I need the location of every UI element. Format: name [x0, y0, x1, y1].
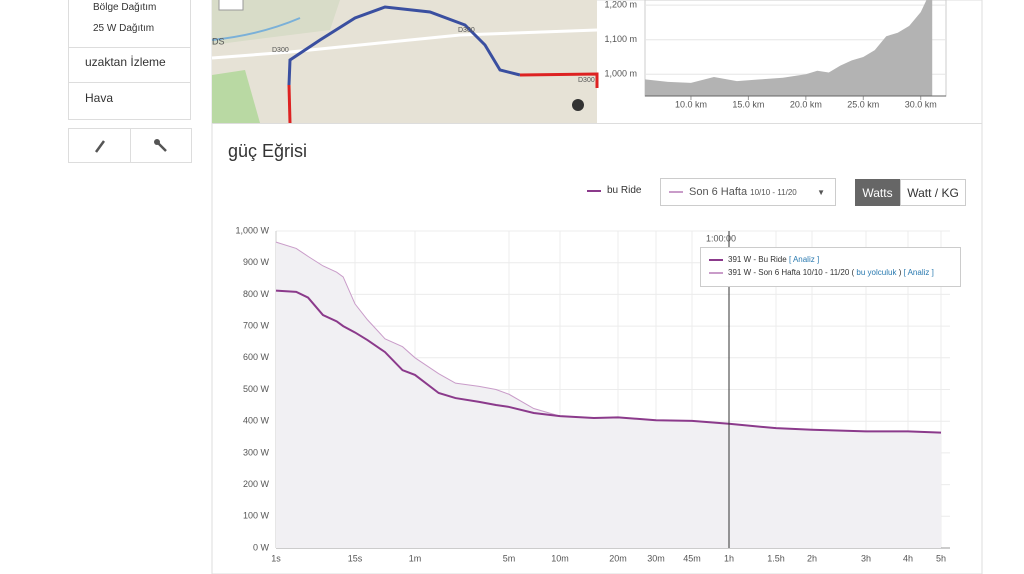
zoom-button[interactable]: [218, 0, 244, 11]
y-tick-label: 300 W: [243, 447, 270, 457]
park: [212, 70, 260, 123]
legend-item[interactable]: bu Ride: [587, 185, 641, 196]
x-tick-label: 30.0 km: [905, 99, 937, 109]
watt-kg-button[interactable]: Watt / KG: [900, 179, 966, 206]
route-end: [519, 72, 599, 88]
menu-item[interactable]: Bölge Dağıtım: [93, 2, 157, 13]
section-title: güç Eğrisi: [228, 141, 308, 161]
menu-item[interactable]: uzaktan İzleme: [69, 48, 190, 83]
tooltip-row: 391 W - Son 6 Hafta 10/10 - 11/20 ( bu y…: [709, 266, 952, 279]
link[interactable]: [ Analiz ]: [903, 268, 934, 277]
map-label: D300: [458, 27, 475, 34]
map-label: D300: [272, 47, 289, 54]
route-start: [287, 84, 292, 124]
paren: (: [851, 268, 855, 277]
x-tick-label: 1s: [271, 553, 281, 563]
x-tick-label: 1m: [409, 553, 422, 563]
y-tick-label: 1,000 m: [604, 69, 637, 79]
y-tick-label: 500 W: [243, 384, 270, 394]
x-tick-label: 20m: [609, 553, 627, 563]
legend-swatch: [669, 191, 683, 193]
legend-swatch: [587, 189, 601, 192]
x-tick-label: 5m: [503, 553, 516, 563]
info-icon[interactable]: [572, 99, 584, 111]
tooltip-value: 391 W - Son 6 Hafta: [728, 268, 801, 277]
range-dropdown[interactable]: Son 6 Hafta 10/10 - 11/20 ▼: [660, 178, 836, 206]
crosshair-label: 1:00:00: [706, 233, 736, 243]
x-tick-label: 1h: [724, 553, 734, 563]
y-tick-label: 100 W: [243, 511, 270, 521]
tooltip-row: 391 W - Bu Ride [ Analiz ]: [709, 253, 952, 266]
map-area: [212, 0, 340, 45]
river: [211, 17, 301, 41]
power-chart: 0 W 100 W 200 W 300 W 400 W 500 W 600 W 700 W 80…: [235, 225, 950, 563]
series-line: [275, 289, 942, 434]
y-tick-label: 900 W: [243, 257, 270, 267]
x-tick-label: 10m: [551, 553, 569, 563]
dropdown-range: 10/10 - 11/20: [750, 187, 797, 197]
y-tick-label: 600 W: [243, 352, 270, 362]
watts-button[interactable]: Watts: [855, 179, 900, 206]
tooltip-value: 391 W - Bu Ride: [728, 255, 787, 264]
link[interactable]: bu yolculuk: [856, 268, 897, 277]
x-tick-label: 4h: [903, 553, 913, 563]
tooltip: 391 W - Bu Ride [ Analiz ] 391 W - Son 6…: [700, 247, 961, 287]
tools: [68, 128, 192, 163]
menu-item[interactable]: Hava: [85, 91, 114, 105]
sub-menu: Bölge Dağıtım 25 W Dağıtım: [69, 0, 190, 48]
elevation-chart: 1,000 m 1,100 m 1,200 m 10.0 km 15.0 km 20.0 …: [604, 0, 947, 109]
x-tick-label: 3h: [861, 553, 871, 563]
wrench-icon: [154, 138, 167, 152]
legend-swatch: [709, 258, 723, 261]
settings-button[interactable]: [131, 129, 191, 162]
edit-button[interactable]: [69, 129, 131, 162]
map[interactable]: DS D300 D300 D300: [211, 0, 599, 124]
x-tick-label: 1.5h: [767, 553, 785, 563]
y-tick-label: 1,100 m: [604, 34, 637, 44]
elevation-area: [645, 0, 933, 96]
map-label: DS: [212, 36, 225, 46]
sidebar: Bölge Dağıtım 25 W Dağıtım uzaktan İzlem…: [68, 0, 191, 120]
dropdown-label: Son 6 Hafta: [689, 186, 748, 198]
x-tick-label: 30m: [647, 553, 665, 563]
map-label: D300: [578, 77, 595, 84]
road: [211, 28, 598, 60]
tooltip-range: 10/10 - 11/20: [802, 268, 850, 277]
y-tick-label: 1,200 m: [604, 0, 637, 10]
series-area: [276, 242, 941, 548]
x-tick-label: 2h: [807, 553, 817, 563]
menu-item[interactable]: 25 W Dağıtım: [93, 23, 155, 34]
paren: ): [898, 268, 902, 277]
y-tick-label: 400 W: [243, 416, 270, 426]
x-tick-label: 20.0 km: [790, 99, 822, 109]
legend-label: bu Ride: [607, 185, 642, 196]
link[interactable]: [ Analiz ]: [788, 255, 820, 264]
legend-swatch: [709, 271, 723, 274]
caret: ▼: [817, 187, 825, 197]
x-tick-label: 45m: [683, 553, 701, 563]
y-tick-label: 700 W: [243, 320, 270, 330]
x-tick-label: 10.0 km: [675, 99, 707, 109]
x-tick-label: 25.0 km: [847, 99, 879, 109]
route: [287, 5, 521, 86]
y-tick-label: 800 W: [243, 289, 270, 299]
x-tick-label: 15.0 km: [732, 99, 764, 109]
pencil-icon: [94, 139, 105, 153]
y-tick-label: 0 W: [253, 542, 270, 552]
y-tick-label: 1,000 W: [235, 225, 269, 235]
x-tick-label: 15s: [348, 553, 363, 563]
x-tick-label: 5h: [936, 553, 946, 563]
y-tick-label: 200 W: [243, 479, 270, 489]
